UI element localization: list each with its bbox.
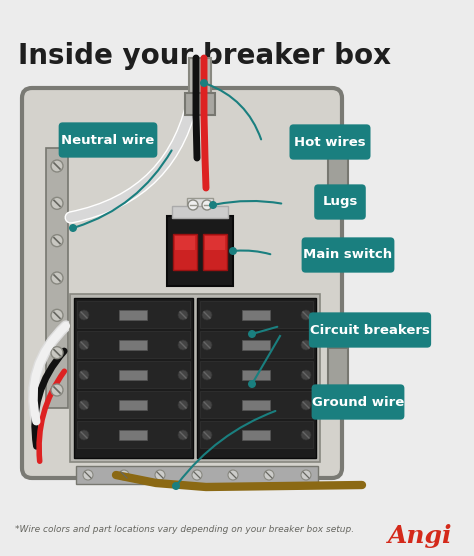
Circle shape: [79, 400, 89, 410]
Bar: [119, 370, 147, 380]
Circle shape: [192, 470, 202, 480]
Circle shape: [264, 470, 274, 480]
Text: Angi: Angi: [388, 524, 453, 548]
Bar: [77, 331, 190, 358]
Circle shape: [51, 235, 63, 247]
Bar: [77, 421, 190, 448]
FancyBboxPatch shape: [314, 185, 366, 220]
Bar: [173, 234, 197, 270]
Bar: [242, 370, 270, 380]
Bar: [46, 148, 68, 408]
Bar: [74, 298, 193, 458]
Circle shape: [202, 430, 212, 440]
Bar: [175, 236, 195, 250]
Bar: [328, 148, 348, 203]
Circle shape: [83, 470, 93, 480]
Circle shape: [228, 470, 238, 480]
Bar: [70, 294, 320, 462]
Text: Main switch: Main switch: [303, 249, 392, 261]
Bar: [242, 310, 270, 320]
Bar: [185, 93, 215, 115]
Bar: [328, 348, 348, 403]
Circle shape: [51, 347, 63, 359]
Circle shape: [79, 310, 89, 320]
Circle shape: [119, 470, 129, 480]
FancyBboxPatch shape: [59, 122, 157, 158]
Bar: [119, 310, 147, 320]
Bar: [119, 400, 147, 410]
Circle shape: [79, 340, 89, 350]
Bar: [77, 391, 190, 418]
Circle shape: [172, 482, 180, 490]
Circle shape: [178, 400, 188, 410]
Circle shape: [301, 430, 311, 440]
Circle shape: [51, 309, 63, 321]
Bar: [200, 331, 313, 358]
Bar: [200, 301, 313, 328]
Circle shape: [209, 201, 217, 209]
Bar: [197, 298, 316, 458]
Circle shape: [202, 340, 212, 350]
Circle shape: [248, 380, 256, 388]
Circle shape: [301, 310, 311, 320]
FancyBboxPatch shape: [311, 384, 404, 420]
Bar: [167, 216, 233, 286]
Bar: [77, 301, 190, 328]
Circle shape: [178, 370, 188, 380]
Circle shape: [188, 200, 198, 210]
Circle shape: [301, 470, 311, 480]
Text: Lugs: Lugs: [322, 196, 358, 208]
Bar: [189, 58, 211, 94]
Circle shape: [301, 400, 311, 410]
Bar: [77, 361, 190, 388]
Text: Inside your breaker box: Inside your breaker box: [18, 42, 391, 70]
Bar: [76, 466, 318, 484]
Circle shape: [51, 160, 63, 172]
Circle shape: [200, 79, 208, 87]
Circle shape: [155, 470, 165, 480]
Circle shape: [229, 247, 237, 255]
Bar: [242, 400, 270, 410]
Circle shape: [79, 430, 89, 440]
Bar: [119, 340, 147, 350]
Bar: [119, 430, 147, 440]
Text: Neutral wire: Neutral wire: [61, 133, 155, 146]
Circle shape: [248, 330, 256, 338]
Circle shape: [178, 430, 188, 440]
Text: Hot wires: Hot wires: [294, 136, 366, 148]
Bar: [242, 430, 270, 440]
Bar: [200, 361, 313, 388]
Circle shape: [178, 310, 188, 320]
Bar: [200, 421, 313, 448]
Circle shape: [51, 197, 63, 209]
Bar: [200, 391, 313, 418]
Bar: [242, 340, 270, 350]
Bar: [203, 234, 227, 270]
Text: Ground wire: Ground wire: [312, 395, 404, 409]
Circle shape: [51, 272, 63, 284]
Bar: [187, 198, 213, 212]
Circle shape: [301, 370, 311, 380]
Circle shape: [51, 384, 63, 396]
FancyBboxPatch shape: [301, 237, 394, 272]
Circle shape: [202, 310, 212, 320]
Circle shape: [69, 224, 77, 232]
Circle shape: [178, 340, 188, 350]
Circle shape: [202, 370, 212, 380]
Circle shape: [79, 370, 89, 380]
Bar: [172, 206, 228, 218]
FancyBboxPatch shape: [290, 125, 371, 160]
Bar: [205, 236, 225, 250]
Circle shape: [202, 400, 212, 410]
FancyBboxPatch shape: [22, 88, 342, 478]
FancyBboxPatch shape: [309, 312, 431, 348]
Circle shape: [202, 200, 212, 210]
Text: *Wire colors and part locations vary depending on your breaker box setup.: *Wire colors and part locations vary dep…: [15, 525, 354, 534]
Text: Circuit breakers: Circuit breakers: [310, 324, 430, 336]
Circle shape: [301, 340, 311, 350]
